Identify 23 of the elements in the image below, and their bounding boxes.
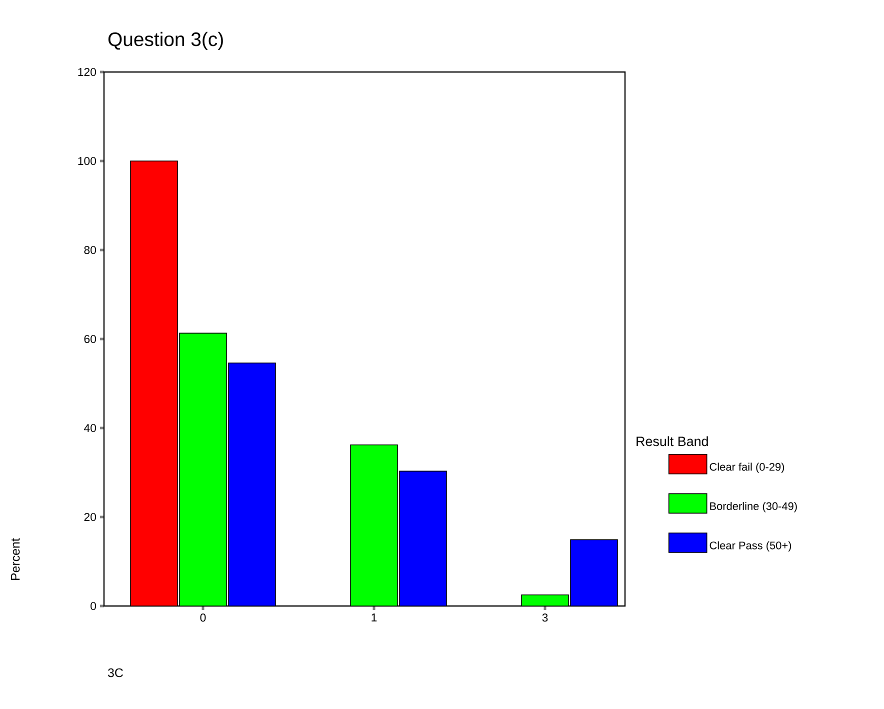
y-tick-label: 40 bbox=[84, 424, 96, 432]
legend-title: Result Band bbox=[636, 436, 708, 446]
bar bbox=[180, 333, 226, 606]
legend-label: Borderline (30-49) bbox=[710, 502, 797, 512]
bar bbox=[350, 444, 398, 606]
x-tick-label: 1 bbox=[372, 614, 377, 622]
bar bbox=[228, 363, 276, 606]
bar bbox=[399, 471, 446, 606]
y-tick-label: 20 bbox=[84, 512, 96, 522]
y-tick-label: 60 bbox=[84, 334, 96, 344]
x-tick-label: 3 bbox=[542, 614, 548, 622]
chart-title: Question 3(c) bbox=[108, 32, 223, 50]
y-tick-label: 120 bbox=[78, 68, 96, 76]
legend-label: Clear Pass (50+) bbox=[710, 541, 792, 552]
bar bbox=[130, 160, 178, 606]
x-tick-label: 0 bbox=[200, 614, 206, 622]
y-tick-label: 100 bbox=[78, 156, 96, 166]
y-axis-title: Percent bbox=[11, 538, 20, 580]
x-axis-title: 3C bbox=[108, 668, 123, 678]
y-tick-label: 80 bbox=[84, 246, 96, 254]
bar bbox=[570, 539, 618, 606]
y-tick-label: 0 bbox=[90, 602, 96, 610]
legend-label: Clear fail (0-29) bbox=[710, 462, 784, 473]
